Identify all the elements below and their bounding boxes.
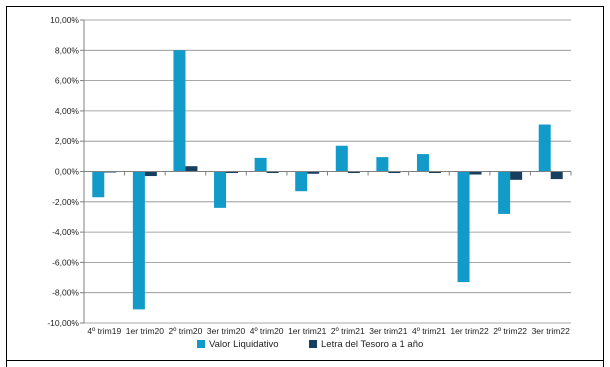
bar-series-2 <box>307 171 320 174</box>
bar-series-1 <box>295 171 308 192</box>
bars <box>83 50 572 310</box>
x-tick-label: 4º trim20 <box>250 326 284 336</box>
y-tick-label: 10,00% <box>50 15 79 25</box>
y-tick-label: -6,00% <box>52 257 79 267</box>
legend-swatch-1 <box>197 340 205 348</box>
bar-series-1 <box>416 154 429 172</box>
y-tick-labels: 10,00% 8,00% 6,00% 4,00% 2,00% 0,00% -2,00% -4,… <box>47 15 79 328</box>
y-tick-label: -10,00% <box>47 318 79 328</box>
bar-series-1 <box>538 124 551 172</box>
x-tick-label: 2º trim20 <box>169 326 203 336</box>
legend-label-2: Letra del Tesoro a 1 año <box>321 339 423 350</box>
x-tick-label: 1er trim21 <box>288 326 327 336</box>
y-tick-label: 4,00% <box>55 106 80 116</box>
legend: Valor Liquidativo Letra del Tesoro a 1 añ… <box>197 339 423 350</box>
bar-series-1 <box>457 171 470 283</box>
y-tick-label: 6,00% <box>55 76 80 86</box>
y-tick-label: -4,00% <box>52 227 79 237</box>
x-tick-labels: 4º trim19 1er trim20 2º trim20 3er trim20 4º… <box>87 326 570 336</box>
bar-series-1 <box>498 171 511 214</box>
x-tick-label: 3er trim22 <box>532 326 571 336</box>
x-tick-label: 4º trim19 <box>87 326 121 336</box>
x-tick-label: 2º trim21 <box>331 326 365 336</box>
x-tick-label: 2º trim22 <box>493 326 527 336</box>
x-tick-label: 1er trim20 <box>126 326 165 336</box>
legend-swatch-2 <box>309 340 317 348</box>
bar-series-2 <box>550 171 563 180</box>
bar-series-2 <box>266 171 279 174</box>
y-tick-label: -8,00% <box>52 288 79 298</box>
bar-series-2 <box>185 166 198 172</box>
bar-series-1 <box>214 171 227 208</box>
y-tick-label: -2,00% <box>52 197 79 207</box>
bar-series-1 <box>132 171 145 310</box>
bar-series-2 <box>469 171 482 175</box>
bar-series-2 <box>510 171 523 180</box>
bar-series-1 <box>254 157 267 172</box>
legend-label-1: Valor Liquidativo <box>209 339 279 350</box>
bar-series-2 <box>428 171 441 174</box>
bar-series-2 <box>347 171 360 174</box>
x-tick-label: 3er trim20 <box>207 326 246 336</box>
x-tick-label: 4º trim21 <box>412 326 446 336</box>
bar-series-1 <box>173 50 186 172</box>
y-tick-label: 2,00% <box>55 136 80 146</box>
bar-series-1 <box>92 171 105 198</box>
y-tick-label: 8,00% <box>55 45 80 55</box>
bar-series-2 <box>388 171 401 174</box>
x-tick-label: 3er trim21 <box>369 326 408 336</box>
bar-series-2 <box>144 171 157 177</box>
x-tick-label: 1er trim22 <box>450 326 489 336</box>
bar-series-1 <box>376 157 389 172</box>
bar-series-2 <box>226 171 239 174</box>
y-tick-label: 0,00% <box>55 167 80 177</box>
bar-series-1 <box>335 145 348 172</box>
